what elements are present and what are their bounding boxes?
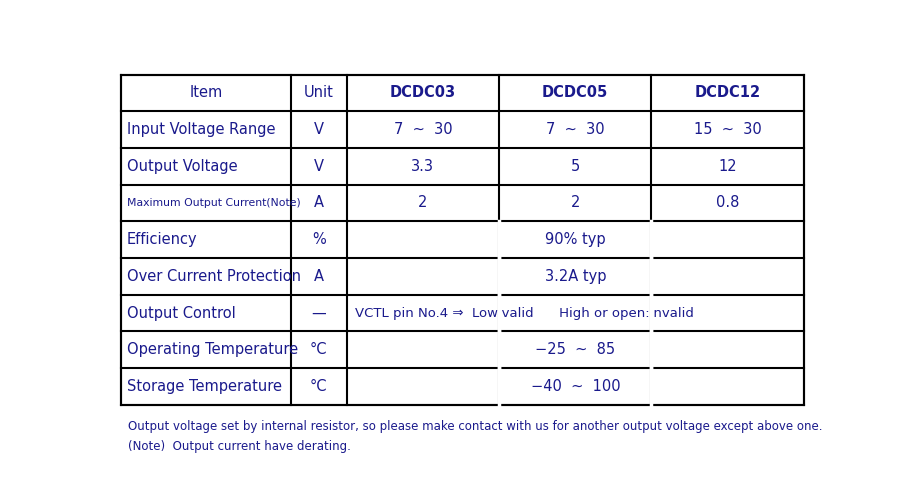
Text: A: A — [313, 269, 323, 284]
Text: V: V — [313, 122, 323, 137]
Text: Output voltage set by internal resistor, so please make contact with us for anot: Output voltage set by internal resistor,… — [128, 420, 822, 433]
Text: 15  ∼  30: 15 ∼ 30 — [693, 122, 760, 137]
Text: Item: Item — [189, 85, 223, 100]
Text: 7  ∼  30: 7 ∼ 30 — [393, 122, 452, 137]
Text: 3.3: 3.3 — [411, 159, 434, 174]
Text: V: V — [313, 159, 323, 174]
Text: VCTL pin No.4 ⇒  Low:valid      High or open:invalid: VCTL pin No.4 ⇒ Low:valid High or open:i… — [354, 307, 693, 320]
Text: 2: 2 — [418, 196, 427, 211]
Text: °C: °C — [309, 379, 327, 394]
Text: 3.2A typ: 3.2A typ — [544, 269, 605, 284]
Text: 12: 12 — [718, 159, 736, 174]
Text: −40  ∼  100: −40 ∼ 100 — [530, 379, 620, 394]
Text: 0.8: 0.8 — [715, 196, 739, 211]
Text: −25  ∼  85: −25 ∼ 85 — [535, 342, 615, 357]
Text: Output Voltage: Output Voltage — [126, 159, 237, 174]
Text: °C: °C — [309, 342, 327, 357]
Text: DCDC03: DCDC03 — [390, 85, 456, 100]
Text: Output Control: Output Control — [126, 306, 235, 321]
Text: —: — — [311, 306, 326, 321]
Text: Operating Temperature: Operating Temperature — [126, 342, 298, 357]
Text: DCDC05: DCDC05 — [541, 85, 608, 100]
Text: %: % — [311, 232, 326, 247]
Text: 7  ∼  30: 7 ∼ 30 — [545, 122, 603, 137]
Text: A: A — [313, 196, 323, 211]
Text: Over Current Protection: Over Current Protection — [126, 269, 300, 284]
Bar — [121, 75, 804, 405]
Text: 2: 2 — [570, 196, 579, 211]
Text: 90% typ: 90% typ — [545, 232, 605, 247]
Text: Maximum Output Current(Note): Maximum Output Current(Note) — [126, 198, 300, 208]
Text: Unit: Unit — [303, 85, 333, 100]
Text: 5: 5 — [570, 159, 579, 174]
Text: Input Voltage Range: Input Voltage Range — [126, 122, 275, 137]
Text: DCDC12: DCDC12 — [694, 85, 760, 100]
Text: (Note)  Output current have derating.: (Note) Output current have derating. — [128, 440, 351, 453]
Text: Storage Temperature: Storage Temperature — [126, 379, 281, 394]
Text: Efficiency: Efficiency — [126, 232, 198, 247]
